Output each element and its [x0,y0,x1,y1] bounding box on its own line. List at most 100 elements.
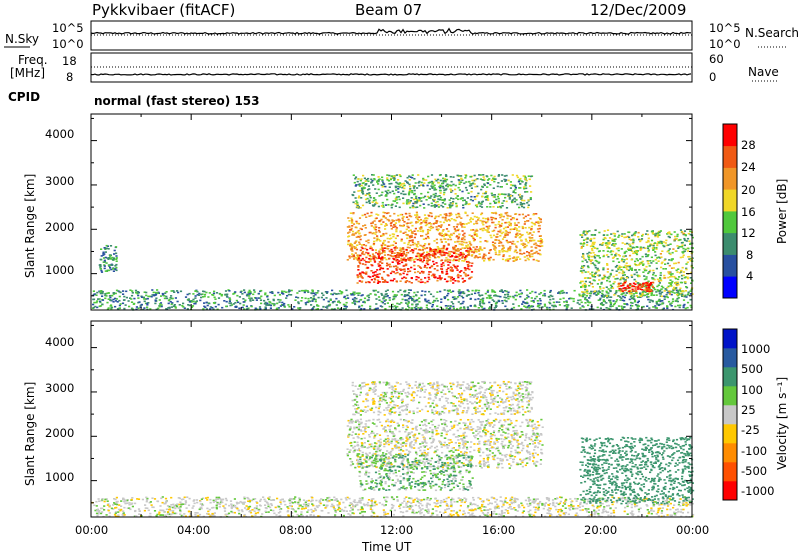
power-cell [249,291,252,293]
power-cell [618,234,621,237]
power-cell [459,221,462,224]
power-cell [448,184,451,186]
power-cell [504,290,507,292]
power-cell [606,268,609,270]
power-cell [136,292,139,295]
power-cell [376,273,379,276]
power-cell [258,306,262,308]
power-cell [590,262,593,265]
power-cell [442,247,445,250]
power-cell [657,256,660,258]
velocity-cell [639,507,642,510]
power-cell [648,290,651,292]
velocity-cell [482,500,485,502]
power-cell [454,298,457,300]
power-cell [507,249,510,251]
power-cell [492,244,495,247]
velocity-cell [537,506,540,509]
nave-tick-bottom: 0 [709,70,717,84]
power-cell [115,289,119,292]
power-cell [313,292,316,295]
power-cell [444,179,447,181]
power-cell [616,258,619,260]
power-cell [480,206,484,208]
velocity-cell [442,512,445,514]
power-cell [583,230,586,232]
power-cell [342,303,345,306]
power-cell [669,243,672,245]
power-cell [606,263,609,265]
power-cell [390,244,393,247]
power-cell [103,261,107,263]
power-cell [626,242,629,245]
power-cell [99,300,102,303]
power-cell [681,266,684,269]
power-cell [167,307,170,309]
power-cell [666,262,670,265]
power-cell [205,301,208,304]
power-cell [674,250,677,252]
power-cell [641,294,644,296]
power-cell [433,240,436,242]
power-cell [501,202,504,204]
power-cell [358,217,362,219]
power-cell [406,222,409,224]
power-cell [415,222,418,224]
power-cell [458,183,461,185]
power-cell [617,249,620,252]
power-cell [407,226,410,229]
power-cell [462,223,466,226]
power-cell [686,250,689,252]
power-cell [374,233,377,235]
xlabel: Time UT [362,540,412,554]
power-cell [99,292,102,295]
power-cell [373,261,377,263]
power-cell [597,250,601,253]
power-cell [539,218,542,220]
power-cell [370,211,373,214]
power-cell [189,300,192,302]
power-cell [624,289,627,292]
velocity-cell [623,510,626,513]
power-cell [425,254,428,256]
power-cell [368,192,371,194]
power-cell [523,175,526,178]
power-cell [327,300,330,303]
power-cell [381,305,384,308]
power-cell [385,293,388,295]
power-cell [377,296,381,298]
power-cell [520,243,523,245]
power-cell [581,236,584,238]
power-cell [202,290,205,293]
power-cell [212,308,215,310]
power-cell [150,295,153,298]
power-cell [316,308,320,310]
velocity-cell [516,510,519,512]
power-cell [362,225,365,227]
power-cell [383,240,386,242]
power-cell [677,261,680,264]
power-cell [478,294,481,296]
power-cell [521,227,524,230]
power-cell [423,266,426,268]
power-cell [380,223,383,226]
power-cell [441,272,444,274]
power-cell [423,247,427,250]
power-cell [369,305,372,308]
power-cell [488,258,491,261]
power-cell [361,250,365,253]
velocity-cell [220,500,223,502]
power-cell [470,195,473,198]
power-cell [686,301,690,304]
velocity-cell [431,512,435,515]
velocity-cell [601,502,604,505]
power-cell [509,181,512,183]
power-cell [649,244,652,247]
power-cell [590,248,594,250]
power-cell [664,288,667,290]
power-cell [667,249,670,252]
power-cell [425,262,428,265]
velocity-cell [200,507,203,510]
power-cell [609,251,612,253]
power-cell [549,294,552,297]
